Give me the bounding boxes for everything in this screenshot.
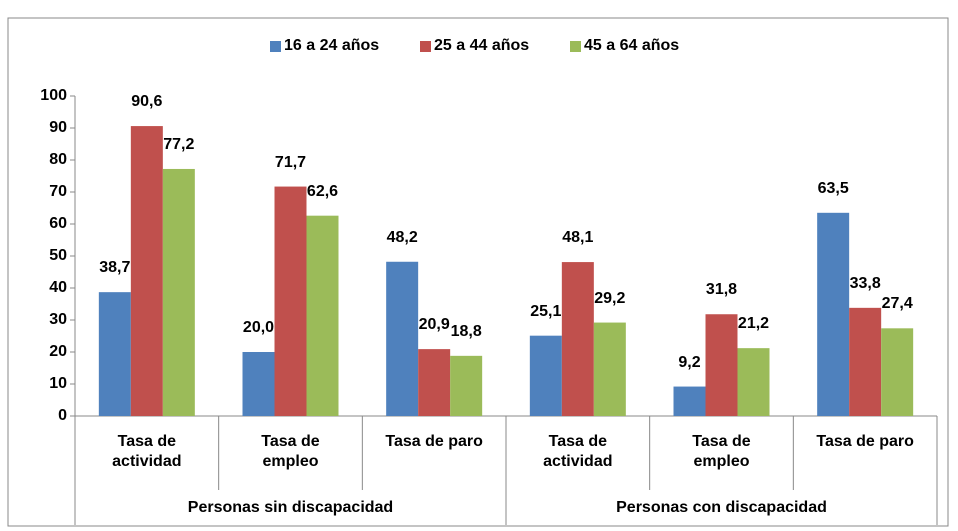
x-tick-label: Tasa de actividad bbox=[112, 433, 182, 470]
bar bbox=[705, 314, 738, 416]
bar bbox=[386, 261, 419, 416]
y-tick-label: 40 bbox=[49, 279, 67, 296]
y-tick-label: 50 bbox=[49, 247, 67, 264]
legend-label: 25 a 44 años bbox=[434, 37, 530, 54]
bar bbox=[817, 212, 850, 416]
data-label: 38,7 bbox=[99, 259, 131, 277]
data-label: 63,5 bbox=[817, 179, 849, 197]
bar bbox=[881, 328, 914, 416]
x-group-label: Personas sin discapacidad bbox=[187, 499, 394, 516]
data-label: 48,2 bbox=[386, 228, 418, 246]
x-tick-label: Tasa de empleo bbox=[261, 433, 320, 470]
x-tick-label: Tasa de paro bbox=[816, 433, 914, 450]
data-label: 77,2 bbox=[163, 135, 195, 153]
bar bbox=[673, 386, 706, 416]
x-tick-label: Tasa de actividad bbox=[543, 433, 613, 470]
data-label: 21,2 bbox=[737, 315, 770, 333]
bar bbox=[162, 168, 195, 416]
legend-label: 16 a 24 años bbox=[284, 37, 380, 54]
data-label: 20,0 bbox=[242, 319, 275, 336]
x-tick-label: Tasa de empleo bbox=[692, 433, 751, 470]
bar bbox=[529, 335, 562, 416]
bar bbox=[561, 262, 594, 416]
x-tick-label: Tasa de paro bbox=[385, 433, 483, 450]
data-label: 29,2 bbox=[594, 289, 626, 307]
data-label: 9,2 bbox=[678, 353, 701, 371]
data-label: 90,6 bbox=[131, 93, 163, 111]
data-label: 27,4 bbox=[881, 295, 913, 313]
data-label: 62,6 bbox=[306, 182, 339, 200]
data-label: 25,1 bbox=[530, 302, 562, 320]
bar bbox=[130, 126, 163, 416]
y-tick-label: 0 bbox=[58, 407, 67, 424]
bar bbox=[849, 307, 882, 416]
y-tick-label: 60 bbox=[49, 215, 67, 232]
legend-label: 45 a 64 años bbox=[584, 37, 680, 54]
data-label: 31,8 bbox=[705, 281, 738, 299]
legend-swatch bbox=[420, 41, 431, 52]
bar bbox=[737, 348, 770, 416]
y-tick-label: 100 bbox=[40, 87, 67, 104]
chart-border bbox=[7, 17, 949, 527]
bar bbox=[274, 186, 307, 416]
bar bbox=[418, 349, 451, 416]
y-tick-label: 30 bbox=[49, 311, 67, 328]
data-label: 33,8 bbox=[849, 274, 881, 292]
bar bbox=[450, 355, 483, 416]
bar bbox=[98, 292, 131, 416]
data-label: 71,7 bbox=[274, 153, 307, 171]
y-tick-label: 20 bbox=[49, 343, 67, 360]
y-tick-label: 10 bbox=[49, 375, 67, 392]
y-tick-label: 90 bbox=[49, 119, 67, 136]
data-label: 18,8 bbox=[450, 322, 482, 340]
y-tick-label: 70 bbox=[49, 183, 67, 200]
legend-swatch bbox=[270, 41, 281, 52]
data-label: 48,1 bbox=[562, 229, 594, 247]
bar bbox=[306, 215, 339, 416]
bar bbox=[593, 322, 626, 416]
x-group-label: Personas con discapacidad bbox=[616, 499, 827, 516]
data-label: 20,9 bbox=[418, 316, 450, 334]
bar bbox=[242, 352, 275, 416]
legend-swatch bbox=[570, 41, 581, 52]
y-tick-label: 80 bbox=[49, 151, 67, 168]
